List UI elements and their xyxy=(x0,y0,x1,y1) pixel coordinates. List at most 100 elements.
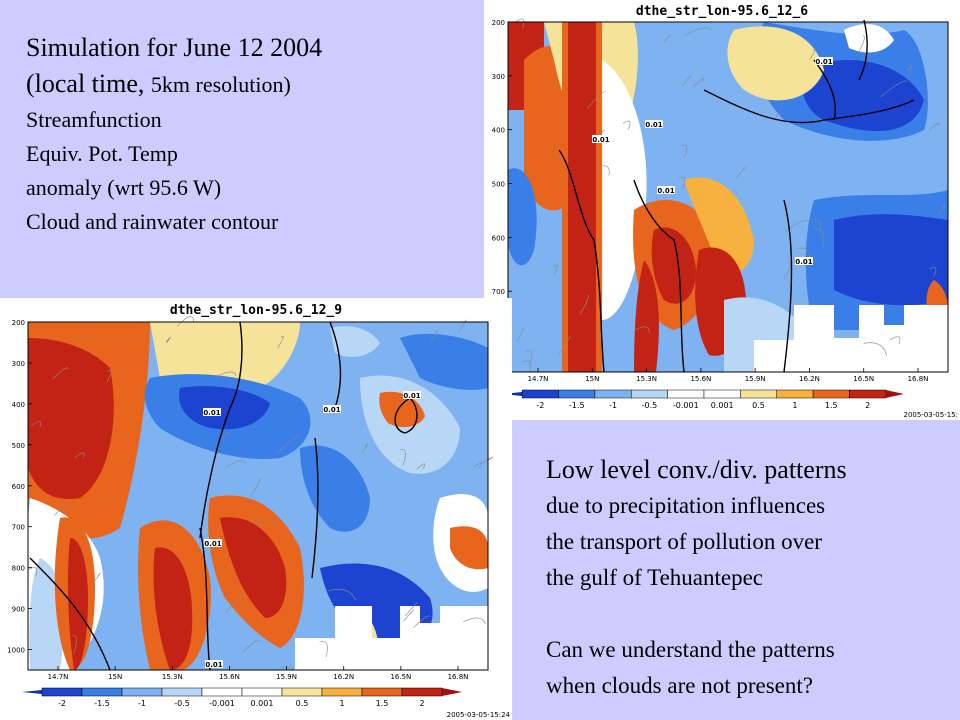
contour-line xyxy=(199,321,243,539)
y-tick-label: 600 xyxy=(492,234,505,242)
streamline xyxy=(54,503,67,516)
streamline xyxy=(404,602,418,617)
colorbar-segment xyxy=(321,687,363,697)
streamline xyxy=(462,617,486,625)
y-tick-label: 200 xyxy=(12,319,25,327)
colorbar-label: 0.5 xyxy=(296,699,309,708)
notes-text-block: Low level conv./div. patterns due to pre… xyxy=(546,452,956,704)
colorbar-label: 2 xyxy=(419,699,424,708)
colorbar-segment xyxy=(281,687,323,697)
x-tick-label: 14.7N xyxy=(528,375,549,383)
y-tick-label: 200 xyxy=(492,19,505,27)
heatmap-region xyxy=(634,260,659,372)
contour-line xyxy=(29,557,111,671)
colorbar-label: -0.5 xyxy=(174,699,190,708)
streamline xyxy=(809,48,816,60)
streamline xyxy=(774,102,784,121)
x-tick-label: 15.3N xyxy=(162,673,183,681)
streamline xyxy=(276,435,300,454)
contour-line xyxy=(394,397,418,434)
contour-label: 0.01 xyxy=(815,58,832,66)
colorbar-segment xyxy=(81,687,123,697)
contour-label: 0.01 xyxy=(795,258,812,266)
plot-frame xyxy=(507,21,949,373)
streamline xyxy=(52,367,69,380)
streamline xyxy=(515,18,525,29)
cloud-contours: 0.01 0.01 0.01 0.01 0.01 xyxy=(29,321,421,671)
x-tick-label: 15.3N xyxy=(636,375,657,383)
streamline xyxy=(587,91,606,109)
heatmap-region xyxy=(220,517,287,618)
streamline xyxy=(928,122,940,131)
colorbar-segment xyxy=(121,687,163,697)
streamline xyxy=(474,462,482,469)
streamline xyxy=(225,460,247,468)
x-axis-ticks: 14.7N 15N 15.3N 15.6N 15.9N 16.2N 16.5N 16.8N xyxy=(48,666,469,681)
streamline xyxy=(399,448,406,466)
colorbar: -2 -1.5 -1 -0.5 -0.001 0.001 0.5 1 1.5 2 xyxy=(504,389,904,410)
contour-label-bg xyxy=(323,405,341,413)
streamline xyxy=(683,27,713,37)
heatmap-region xyxy=(562,22,568,372)
x-tick-label: 14.7N xyxy=(48,673,69,681)
streamline xyxy=(880,80,908,98)
colorbar-label: -1 xyxy=(138,699,146,708)
streamline xyxy=(403,609,414,622)
streamline xyxy=(277,335,284,349)
streamline xyxy=(735,166,746,179)
x-tick-label: 16.2N xyxy=(333,673,354,681)
heatmap-region xyxy=(28,338,114,499)
colorbar-label: 0.5 xyxy=(752,401,765,410)
heatmap-region xyxy=(150,322,300,390)
notes-line-4: the gulf of Tehuantepec xyxy=(546,565,764,590)
streamline xyxy=(220,431,230,440)
heatmap-region xyxy=(684,177,754,274)
colorbar-label: 1 xyxy=(792,401,797,410)
heatmap-region xyxy=(926,280,948,310)
contour-line xyxy=(813,59,836,121)
x-tick-label: 16.8N xyxy=(448,673,469,681)
x-tick-label: 15.9N xyxy=(745,375,766,383)
x-axis-ticks: 14.7N 15N 15.3N 15.6N 15.9N 16.2N 16.5N 16.8N xyxy=(528,368,929,383)
contour-label: 0.01 xyxy=(205,661,222,669)
y-tick-label: 1000 xyxy=(7,647,25,655)
contour-label: 0.01 xyxy=(657,187,674,195)
colorbar-segment xyxy=(776,389,814,399)
streamline xyxy=(268,519,278,525)
contour-label-bg xyxy=(657,186,675,194)
heatmap-region xyxy=(400,333,488,390)
streamline xyxy=(416,463,426,470)
y-tick-label: 500 xyxy=(492,181,505,189)
colorbar-label: 1 xyxy=(339,699,344,708)
streamline xyxy=(680,144,688,159)
colorbar-segment xyxy=(812,389,850,399)
colorbar-label: -0.001 xyxy=(673,401,699,410)
x-tick-label: 16.2N xyxy=(799,375,820,383)
plot-area: 0.01 0.01 0.01 0.01 0.01 xyxy=(27,316,494,671)
streamline xyxy=(480,456,494,465)
heatmap-region xyxy=(450,526,488,570)
streamline xyxy=(938,205,946,215)
x-tick-label: 16.8N xyxy=(908,375,929,383)
intro-line-1: Simulation for June 12 2004 xyxy=(26,33,323,62)
contour-label-bg xyxy=(592,135,610,143)
streamline xyxy=(622,120,631,130)
x-tick-label: 15.9N xyxy=(276,673,297,681)
heatmap-regions xyxy=(28,322,488,670)
contour-line xyxy=(311,437,319,579)
colorbar-segment xyxy=(201,687,243,697)
contour-label-bg xyxy=(205,660,223,668)
colorbar-label: -2 xyxy=(58,699,66,708)
intro-line-2a: (local time, xyxy=(26,69,151,98)
contour-line xyxy=(633,179,685,373)
x-tick-label: 16.5N xyxy=(853,375,874,383)
y-tick-label: 300 xyxy=(12,360,25,368)
streamline xyxy=(634,326,650,334)
y-tick-label: 300 xyxy=(492,73,505,81)
streamline xyxy=(224,593,245,614)
colorbar-segment xyxy=(703,389,741,399)
heatmap-region xyxy=(844,24,894,53)
contour-label: 0.01 xyxy=(203,409,220,417)
streamline xyxy=(906,65,913,71)
notes-line-6: when clouds are not present? xyxy=(546,673,813,698)
